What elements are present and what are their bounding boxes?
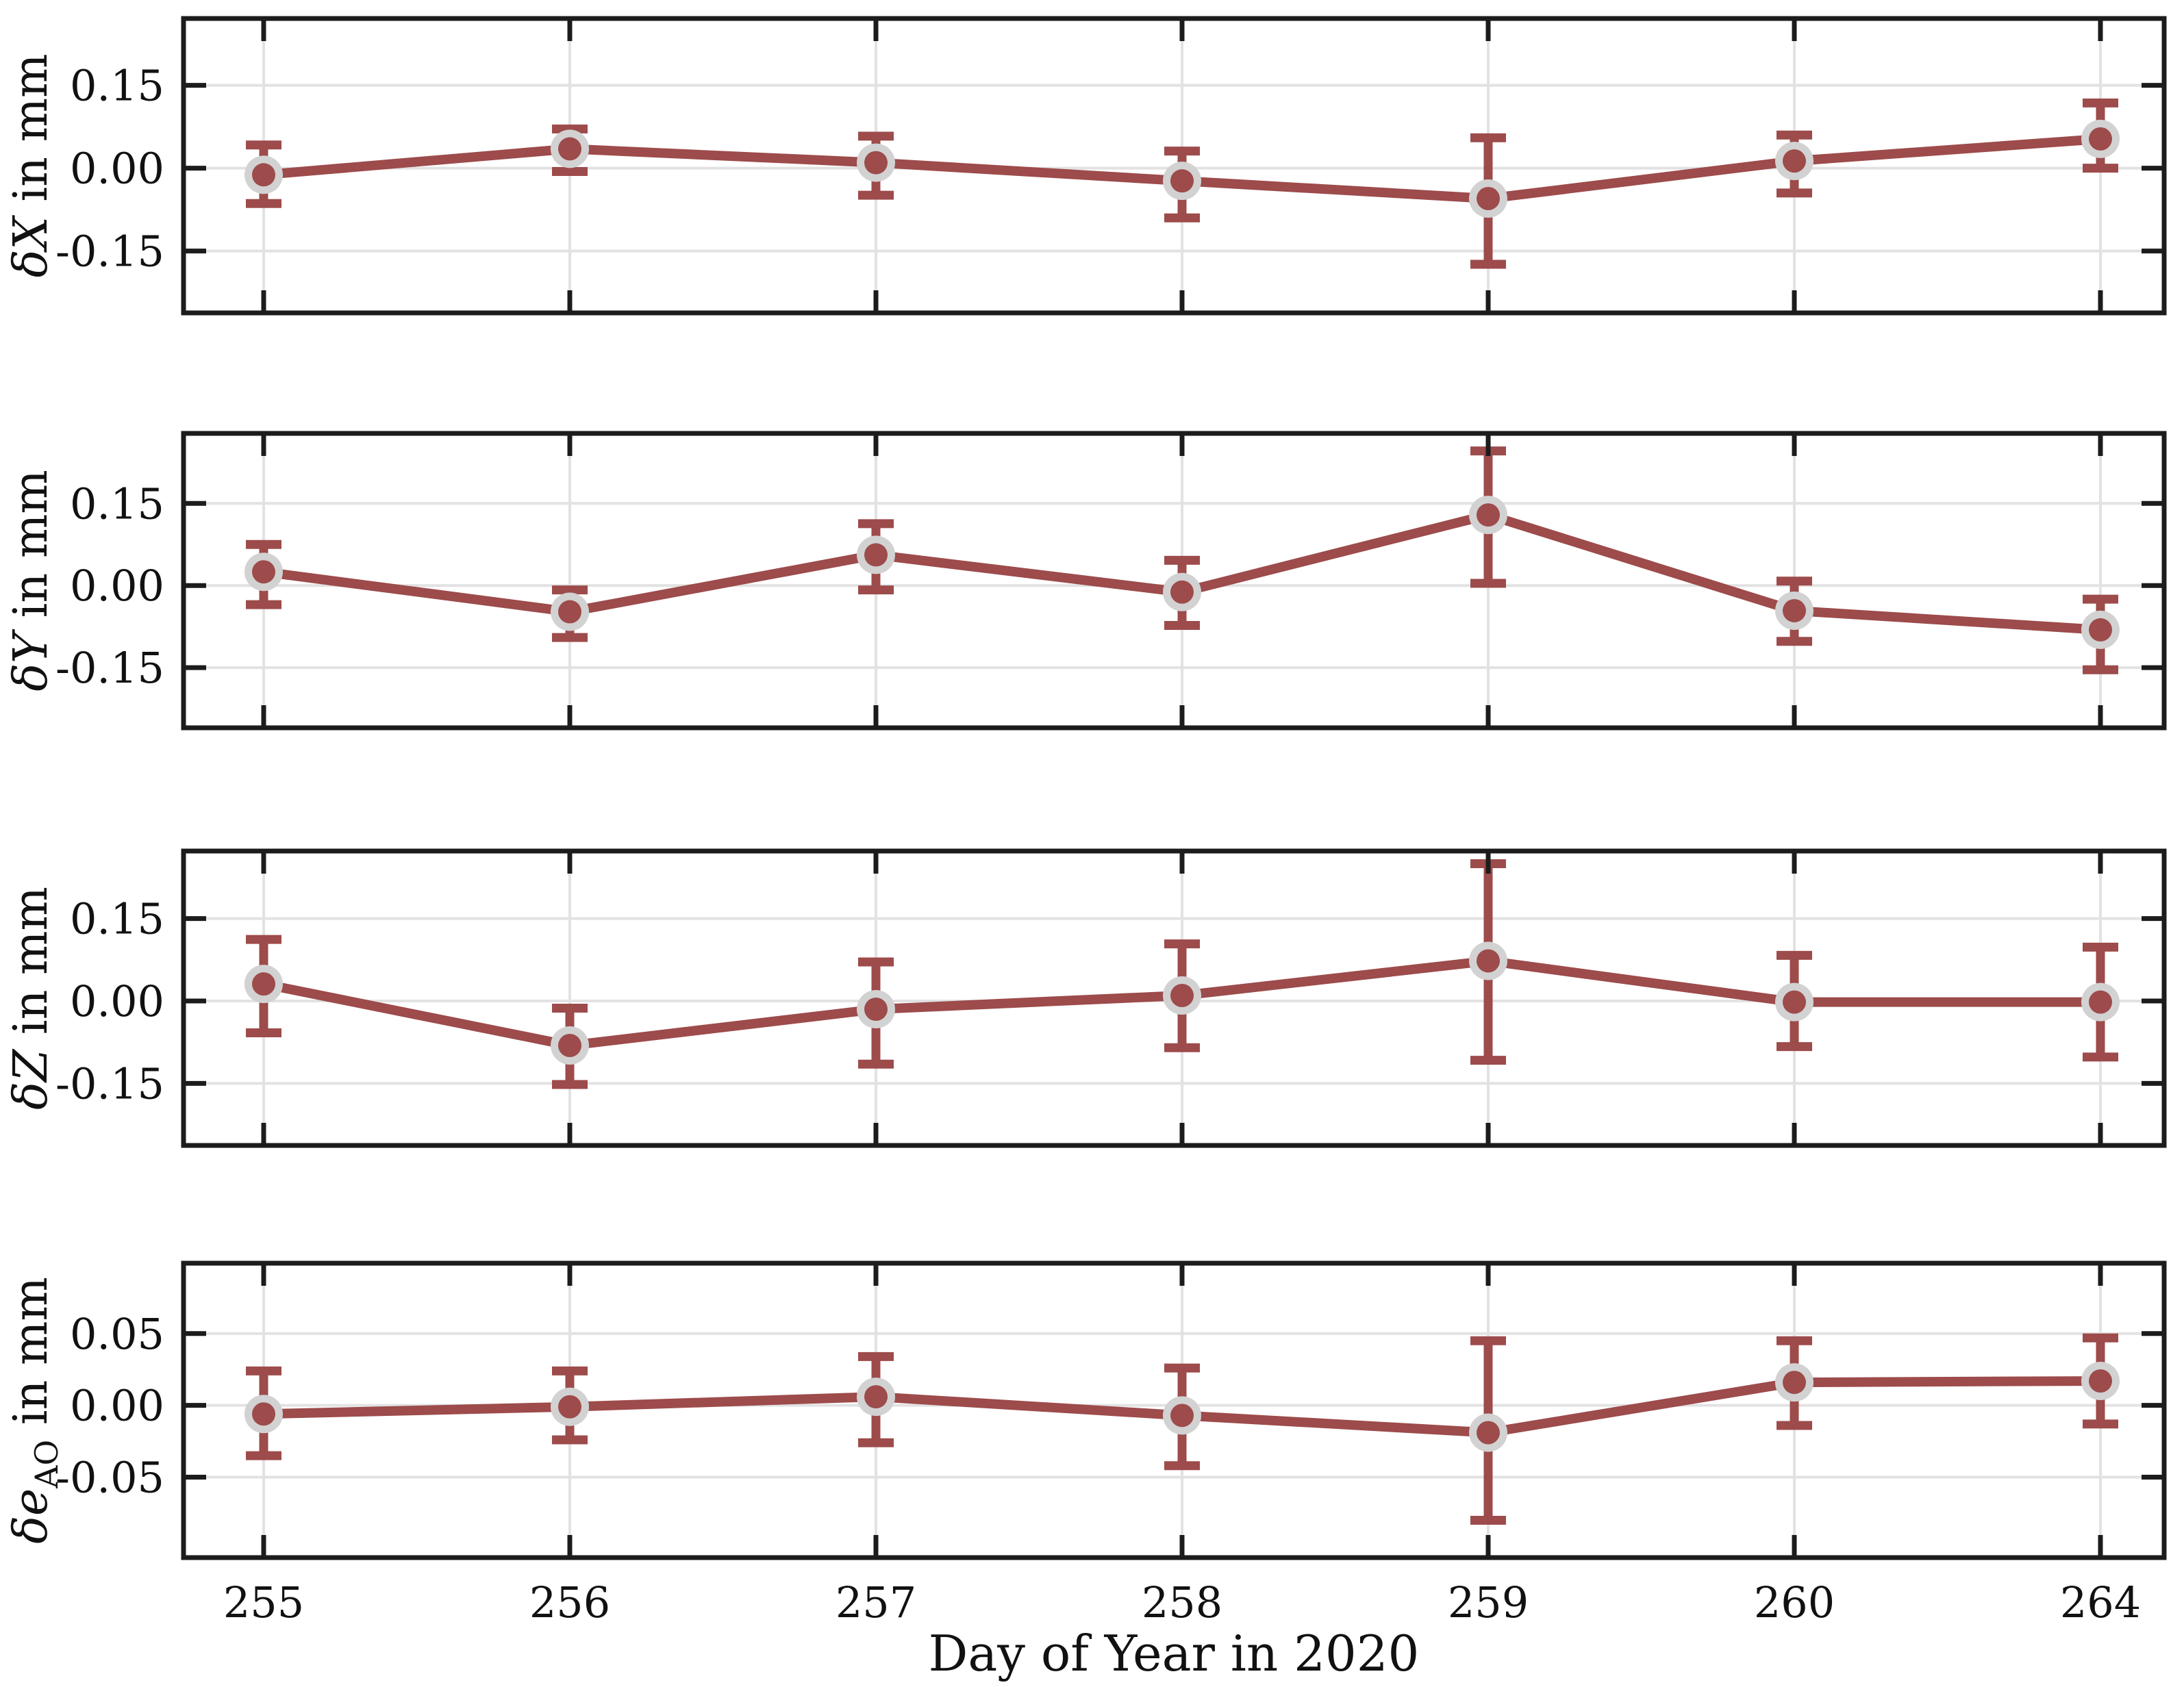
- marker-dot: [252, 972, 275, 996]
- data-point: [1469, 1413, 1507, 1452]
- marker-dot: [1477, 949, 1500, 973]
- marker-dot: [1170, 1404, 1194, 1428]
- data-point: [1469, 179, 1507, 218]
- data-point: [2081, 610, 2120, 649]
- x-tick-label: 260: [1754, 1577, 1835, 1627]
- data-point: [244, 155, 283, 194]
- marker-dot: [1170, 580, 1194, 604]
- y-tick-label: 0.00: [70, 1381, 164, 1431]
- data-point: [244, 1395, 283, 1434]
- x-tick-labels-group: 255 256 257 258 259 260 264: [223, 1577, 2141, 1627]
- marker-dot: [1783, 1371, 1806, 1395]
- marker-dot: [864, 1385, 888, 1409]
- axes-frame: [181, 431, 2167, 731]
- marker-dot: [558, 1033, 581, 1057]
- data-point: [551, 129, 589, 168]
- y-tick-label: -0.15: [55, 1058, 164, 1108]
- data-point: [244, 553, 283, 592]
- x-tick-label: 264: [2060, 1577, 2141, 1627]
- y-tick-label: 0.05: [70, 1309, 164, 1359]
- marker-dot: [1477, 503, 1500, 527]
- x-axis-label: Day of Year in 2020: [929, 1625, 1420, 1682]
- y-axis-label: δY in mm: [4, 470, 58, 692]
- y-tick-label: 0.15: [70, 61, 164, 111]
- y-tick-label: -0.15: [55, 643, 164, 693]
- marker-dot: [252, 163, 275, 187]
- data-point: [857, 535, 895, 574]
- marker-dot: [558, 137, 581, 161]
- marker-dot: [1477, 187, 1500, 211]
- y-tick-label: 0.00: [70, 976, 164, 1026]
- x-tick-label: 257: [836, 1577, 916, 1627]
- data-point: [1775, 982, 1813, 1022]
- y-tick-label: 0.15: [70, 894, 164, 944]
- marker-dot: [558, 1395, 581, 1419]
- data-point: [2081, 1362, 2120, 1400]
- data-point: [1469, 496, 1507, 535]
- marker-dot: [252, 560, 275, 584]
- marker-dot: [558, 600, 581, 624]
- data-point: [244, 965, 283, 1004]
- data-point: [1775, 591, 1813, 630]
- data-point: [857, 143, 895, 182]
- marker-dot: [2089, 618, 2112, 642]
- marker-dot: [1783, 598, 1806, 622]
- y-tick-label: 0.00: [70, 144, 164, 194]
- y-tick-label: -0.05: [55, 1453, 164, 1503]
- data-point: [1163, 976, 1201, 1015]
- marker-dot: [1170, 983, 1194, 1007]
- y-axis-label: δZ in mm: [4, 887, 58, 1110]
- marker-dot: [864, 543, 888, 567]
- data-point: [2081, 982, 2120, 1022]
- axes-frame: [181, 16, 2167, 316]
- data-point: [1775, 1363, 1813, 1402]
- y-tick-label: 0.00: [70, 561, 164, 611]
- data-point: [1163, 572, 1201, 611]
- x-tick-label: 256: [529, 1577, 610, 1627]
- marker-dot: [1170, 169, 1194, 193]
- y-tick-label: -0.15: [55, 227, 164, 277]
- data-point: [857, 1378, 895, 1417]
- marker-dot: [864, 998, 888, 1022]
- marker-dot: [252, 1402, 275, 1426]
- data-point: [1469, 941, 1507, 980]
- marker-dot: [1477, 1421, 1500, 1445]
- marker-dot: [1783, 990, 1806, 1014]
- marker-dot: [1783, 149, 1806, 173]
- data-point: [551, 1026, 589, 1065]
- y-axis-label: δX in mm: [4, 53, 58, 277]
- data-point: [1775, 142, 1813, 181]
- axes-frame: [181, 1260, 2167, 1560]
- marker-dot: [2089, 1369, 2112, 1393]
- marker-dot: [864, 151, 888, 175]
- y-tick-label: 0.15: [70, 479, 164, 529]
- marker-dot: [2089, 127, 2112, 151]
- data-point: [551, 1387, 589, 1426]
- data-point: [1163, 1396, 1201, 1435]
- x-tick-label: 259: [1448, 1577, 1529, 1627]
- data-point: [2081, 119, 2120, 158]
- data-point: [551, 592, 589, 631]
- data-point: [857, 990, 895, 1029]
- x-tick-label: 255: [223, 1577, 304, 1627]
- axes-frame: [181, 848, 2167, 1148]
- x-tick-label: 258: [1142, 1577, 1222, 1627]
- marker-dot: [2089, 990, 2112, 1014]
- data-point: [1163, 162, 1201, 201]
- y-axis-label: δeAO in mm: [4, 1277, 65, 1544]
